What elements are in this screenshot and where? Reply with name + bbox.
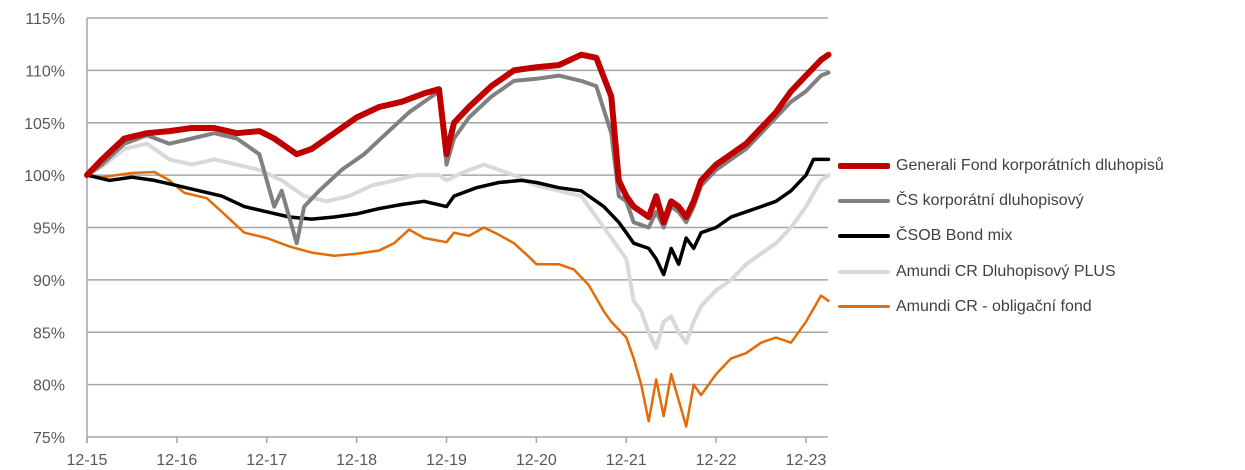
legend-swatch — [838, 269, 890, 274]
series-line — [85, 70, 831, 246]
legend-item: ČSOB Bond mix — [838, 219, 1164, 254]
legend-label: Amundi CR Dluhopisový PLUS — [896, 262, 1116, 280]
x-tick-label: 12-17 — [246, 452, 287, 469]
legend-item: Generali Fond korporátních dluhopisů — [838, 148, 1164, 183]
legend-swatch — [838, 198, 890, 203]
series-line — [85, 170, 830, 428]
x-tick-label: 12-20 — [516, 452, 557, 469]
legend-label: ČS korporátní dluhopisový — [896, 191, 1084, 209]
legend-label: Generali Fond korporátních dluhopisů — [896, 156, 1164, 174]
y-tick-label: 115% — [25, 11, 65, 28]
legend-item: ČS korporátní dluhopisový — [838, 183, 1164, 218]
legend-item: Amundi CR - obligační fond — [838, 289, 1164, 324]
legend-swatch — [838, 162, 890, 169]
x-tick-label: 12-15 — [67, 452, 108, 469]
series-line — [85, 141, 831, 350]
x-tick-label: 12-22 — [696, 452, 737, 469]
y-tick-label: 80% — [33, 378, 65, 395]
x-tick-label: 12-19 — [426, 452, 467, 469]
series-line — [85, 157, 831, 277]
x-tick-label: 12-23 — [786, 452, 827, 469]
legend-swatch — [838, 234, 890, 238]
y-tick-label: 75% — [33, 430, 65, 447]
y-tick-label: 95% — [33, 221, 65, 238]
series-line — [84, 51, 832, 226]
y-tick-label: 110% — [25, 63, 65, 80]
x-tick-label: 12-18 — [336, 452, 377, 469]
chart-legend: Generali Fond korporátních dluhopisů ČS k… — [838, 148, 1164, 324]
y-tick-label: 105% — [24, 116, 65, 133]
y-tick-label: 90% — [33, 273, 65, 290]
y-tick-label: 100% — [24, 168, 65, 185]
legend-label: Amundi CR - obligační fond — [896, 297, 1092, 315]
x-tick-label: 12-21 — [606, 452, 647, 469]
legend-swatch — [838, 305, 890, 309]
legend-label: ČSOB Bond mix — [896, 227, 1013, 245]
y-tick-label: 85% — [33, 325, 65, 342]
x-tick-label: 12-16 — [156, 452, 197, 469]
legend-item: Amundi CR Dluhopisový PLUS — [838, 254, 1164, 289]
